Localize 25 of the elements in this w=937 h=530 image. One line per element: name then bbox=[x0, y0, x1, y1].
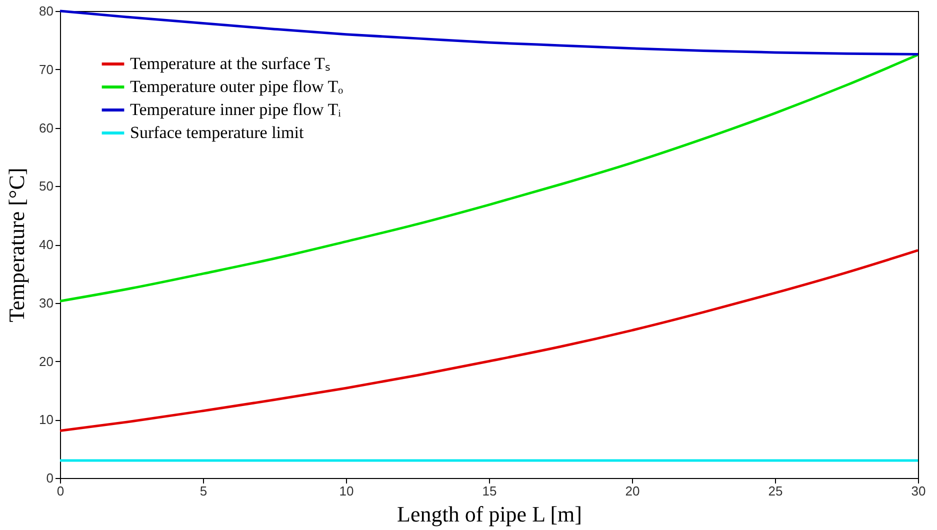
line-series bbox=[58, 249, 920, 432]
y-tick-label: 50 bbox=[39, 178, 54, 194]
y-tick-label: 0 bbox=[46, 470, 54, 486]
x-tick-label: 20 bbox=[625, 484, 640, 498]
y-tick-label: 60 bbox=[39, 120, 54, 136]
y-tick-label: 20 bbox=[39, 354, 54, 369]
y-axis-title: Temperature [°C] bbox=[4, 168, 30, 322]
x-tick-label: 30 bbox=[911, 484, 926, 498]
legend-label: Temperature outer pipe flow Tₒ bbox=[130, 77, 344, 96]
y-tick-label: 10 bbox=[39, 412, 54, 428]
y-tick-label: 40 bbox=[39, 237, 54, 252]
legend-label: Temperature at the surface Tₛ bbox=[130, 54, 330, 73]
x-tick-label: 25 bbox=[768, 484, 783, 498]
x-axis-title: Length of pipe L [m] bbox=[397, 502, 582, 526]
y-tick-label: 30 bbox=[39, 295, 54, 310]
line-series bbox=[58, 10, 920, 56]
x-tick-label: 0 bbox=[56, 484, 64, 498]
x-tick-label: 15 bbox=[482, 484, 497, 498]
legend-label: Surface temperature limit bbox=[130, 123, 304, 142]
legend-label: Temperature inner pipe flow Tᵢ bbox=[130, 100, 342, 119]
y-tick-label: 70 bbox=[39, 62, 54, 77]
x-tick-label: 10 bbox=[339, 484, 354, 498]
y-tick-label: 80 bbox=[39, 4, 54, 18]
x-tick-label: 5 bbox=[200, 484, 208, 498]
line-series bbox=[58, 54, 920, 302]
